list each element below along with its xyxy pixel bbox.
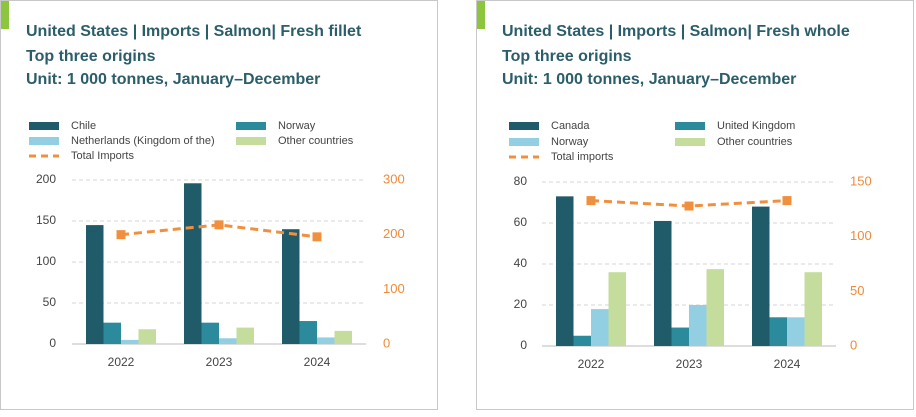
accent: [477, 1, 485, 29]
bar: [103, 322, 121, 344]
y2-tick-label: 0: [383, 335, 390, 350]
bar: [236, 327, 254, 344]
y2-tick-label: 300: [383, 171, 405, 186]
y2-tick-label: 100: [850, 228, 872, 243]
chart-panel: United States | Imports | Salmon| Fresh …: [476, 0, 914, 410]
bar: [608, 272, 626, 346]
x-tick-label: 2024: [304, 355, 331, 369]
legend-label: Total Imports: [71, 150, 134, 162]
x-tick-label: 2023: [676, 357, 703, 371]
bar: [654, 220, 672, 346]
bar: [769, 317, 787, 346]
bar: [787, 317, 805, 346]
legend-swatch: [29, 122, 59, 130]
bar: [804, 272, 822, 346]
accent: [1, 1, 9, 29]
bar: [689, 305, 707, 346]
x-tick-label: 2022: [108, 355, 135, 369]
legend-swatch: [675, 122, 705, 130]
legend-label: Netherlands (Kingdom of the): [71, 135, 215, 147]
x-tick-label: 2023: [206, 355, 233, 369]
bar: [556, 196, 574, 346]
chart-subtitle: Top three origins: [26, 48, 156, 65]
bar: [184, 183, 202, 344]
legend-swatch: [509, 138, 539, 146]
line-marker: [782, 196, 792, 206]
bar: [317, 337, 335, 344]
bar: [752, 206, 770, 346]
chart-title: United States | Imports | Salmon| Fresh …: [26, 23, 362, 40]
bar: [138, 329, 156, 344]
bar: [334, 330, 352, 344]
y2-tick-label: 200: [383, 226, 405, 241]
y2-tick-label: 100: [383, 281, 405, 296]
chart-panel: United States | Imports | Salmon| Fresh …: [0, 0, 438, 410]
legend-label: Chile: [71, 120, 96, 132]
y-tick-label: 50: [43, 295, 57, 309]
y-tick-label: 20: [514, 297, 528, 311]
bar: [86, 225, 104, 344]
chart-title: United States | Imports | Salmon| Fresh …: [502, 23, 850, 40]
bar: [671, 327, 689, 346]
y-tick-label: 80: [514, 174, 528, 188]
y-tick-label: 150: [36, 213, 56, 227]
line-marker: [312, 232, 322, 242]
bar: [299, 321, 317, 344]
y-tick-label: 0: [520, 338, 527, 352]
bar: [282, 229, 300, 344]
line-marker: [684, 201, 694, 211]
x-tick-label: 2022: [578, 357, 605, 371]
legend-label: Total imports: [551, 151, 614, 163]
legend-label: United Kingdom: [717, 120, 795, 132]
bar: [573, 335, 591, 346]
y-tick-label: 60: [514, 215, 528, 229]
chart: United States | Imports | Salmon| Fresh …: [502, 23, 872, 371]
legend-label: Norway: [551, 136, 589, 148]
y-tick-label: 200: [36, 172, 56, 186]
y2-tick-label: 50: [850, 283, 864, 298]
chart-subtitle: Top three origins: [502, 48, 632, 65]
bar: [201, 322, 219, 344]
bar: [121, 339, 139, 344]
line-marker: [116, 230, 126, 240]
legend-label: Canada: [551, 120, 590, 132]
line-marker: [214, 220, 224, 230]
bar: [706, 269, 724, 346]
y-tick-label: 100: [36, 254, 56, 268]
line-marker: [586, 196, 596, 206]
legend-swatch: [509, 122, 539, 130]
legend-swatch: [236, 137, 266, 145]
y2-tick-label: 0: [850, 337, 857, 352]
legend-label: Other countries: [278, 135, 354, 147]
chart-note: Unit: 1 000 tonnes, January–December: [26, 71, 320, 88]
legend-swatch: [236, 122, 266, 130]
legend-swatch: [675, 138, 705, 146]
y-tick-label: 40: [514, 256, 528, 270]
legend-label: Norway: [278, 120, 316, 132]
legend-swatch: [29, 137, 59, 145]
legend-label: Other countries: [717, 136, 793, 148]
bar: [219, 338, 237, 344]
chart-note: Unit: 1 000 tonnes, January–December: [502, 71, 796, 88]
chart: United States | Imports | Salmon| Fresh …: [26, 23, 405, 369]
x-tick-label: 2024: [774, 357, 801, 371]
y-tick-label: 0: [49, 336, 56, 350]
y2-tick-label: 150: [850, 173, 872, 188]
bar: [591, 309, 609, 346]
